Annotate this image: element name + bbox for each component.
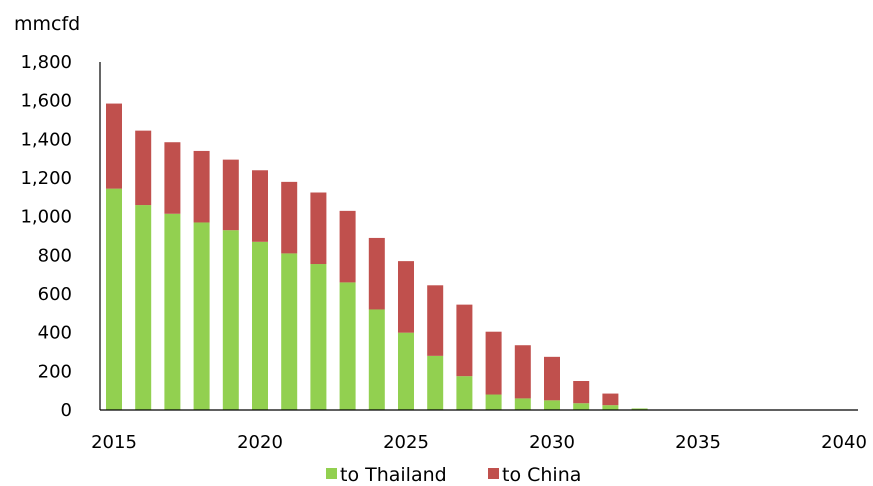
- bar-thailand: [339, 282, 356, 410]
- bar-china: [310, 192, 327, 265]
- bar-china: [602, 393, 619, 406]
- bar-china: [252, 170, 268, 242]
- bar-thailand: [310, 264, 327, 410]
- bars: [106, 103, 648, 410]
- bar-thailand: [222, 230, 239, 410]
- y-tick-label: 0: [61, 400, 72, 421]
- x-axis-tick-labels: 2015 2020 2025 2030 2035 2040: [91, 432, 867, 453]
- y-axis-unit-label: mmcfd: [14, 13, 80, 35]
- legend: to Thailand to China: [326, 464, 581, 486]
- legend-label: to China: [502, 464, 581, 486]
- legend-label: to Thailand: [340, 464, 447, 486]
- x-tick-label: 2015: [91, 432, 137, 453]
- y-tick-label: 600: [38, 284, 72, 305]
- bar-thailand: [631, 408, 648, 410]
- bar-china: [485, 331, 502, 395]
- y-axis-tick-labels: 0 200 400 600 800 1,000 1,200 1,400 1,600 1,800: [20, 52, 72, 421]
- bar-thailand: [485, 394, 502, 410]
- bar-thailand: [135, 205, 152, 410]
- bar-thailand: [368, 309, 385, 410]
- y-tick-label: 1,400: [20, 129, 72, 150]
- x-tick-label: 2030: [529, 432, 575, 453]
- bar-thailand: [398, 332, 414, 410]
- bar-thailand: [252, 241, 268, 410]
- legend-swatch: [326, 468, 337, 479]
- x-tick-label: 2040: [821, 432, 867, 453]
- bar-china: [222, 159, 239, 231]
- bar-china: [368, 237, 385, 310]
- bar-china: [164, 142, 181, 214]
- bar-thailand: [544, 400, 560, 410]
- bar-china: [398, 261, 414, 333]
- x-tick-label: 2035: [675, 432, 721, 453]
- y-tick-label: 1,600: [20, 91, 72, 112]
- bar-china: [573, 381, 590, 404]
- bar-thailand: [427, 355, 444, 410]
- y-tick-label: 800: [38, 245, 72, 266]
- bar-thailand: [193, 222, 210, 410]
- bar-thailand: [602, 405, 619, 410]
- bar-china: [514, 345, 531, 399]
- legend-swatch: [488, 468, 499, 479]
- bar-thailand: [281, 253, 298, 410]
- bar-thailand: [106, 188, 122, 410]
- y-tick-label: 400: [38, 323, 72, 344]
- bar-china: [456, 304, 473, 377]
- bar-thailand: [164, 213, 181, 410]
- y-tick-label: 200: [38, 361, 72, 382]
- x-tick-label: 2020: [237, 432, 283, 453]
- bar-china: [427, 285, 444, 356]
- bar-thailand: [456, 376, 473, 410]
- bar-china: [339, 210, 356, 283]
- bar-china: [135, 130, 152, 206]
- y-tick-label: 1,800: [20, 52, 72, 73]
- y-tick-label: 1,200: [20, 168, 72, 189]
- bar-china: [106, 103, 122, 189]
- bar-thailand: [514, 398, 531, 410]
- bar-china: [544, 356, 560, 401]
- bar-china: [281, 181, 298, 254]
- x-tick-label: 2025: [383, 432, 429, 453]
- y-tick-label: 1,000: [20, 207, 72, 228]
- bar-thailand: [573, 403, 590, 410]
- bar-china: [193, 150, 210, 223]
